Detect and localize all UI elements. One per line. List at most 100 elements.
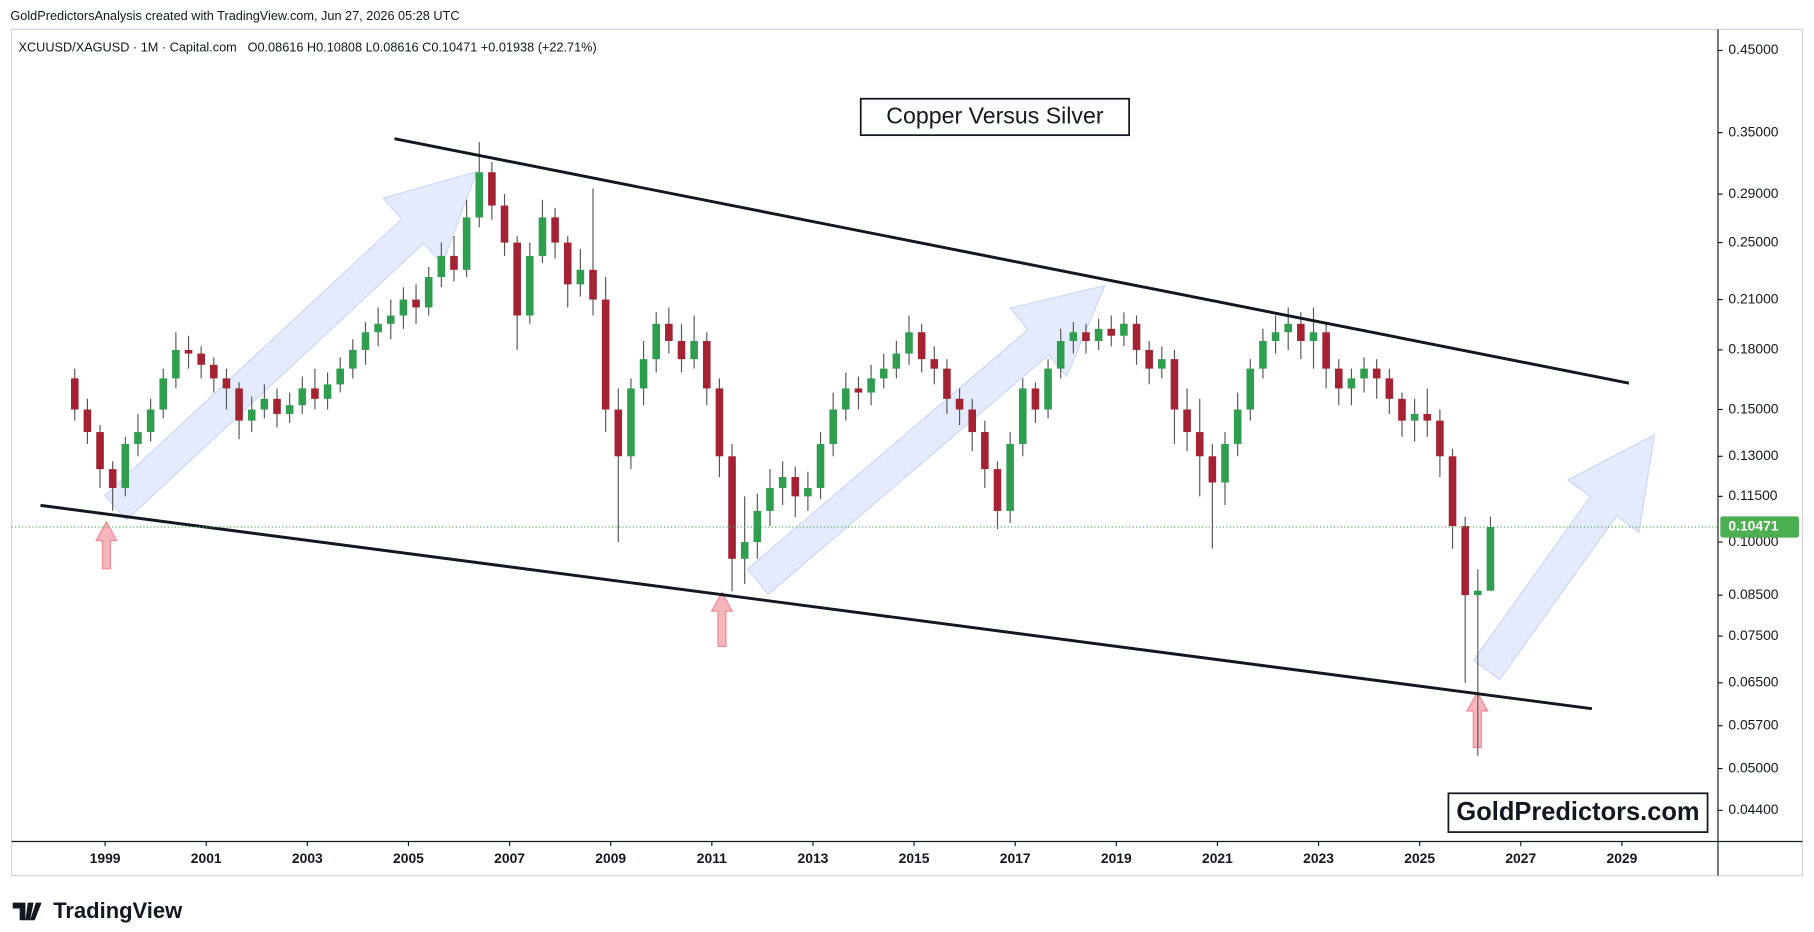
x-tick-label: 2021 — [1202, 850, 1233, 866]
upper-trend-line — [394, 137, 1630, 385]
x-tick-label: 2023 — [1303, 850, 1334, 866]
candle-body — [298, 388, 307, 406]
y-tick-label: 0.18000 — [1728, 341, 1778, 357]
candle-body — [879, 368, 888, 379]
trend-arrow — [1472, 433, 1656, 681]
candle-body — [1233, 409, 1242, 444]
candle-body — [677, 340, 686, 360]
candle-body — [829, 409, 837, 444]
candle-body — [1018, 388, 1027, 444]
candle-body — [159, 378, 168, 410]
candle-body — [336, 368, 345, 385]
candle-body — [424, 277, 433, 308]
candles — [70, 142, 1495, 756]
candle-body — [538, 217, 547, 256]
y-tick-label: 0.15000 — [1728, 400, 1778, 416]
candle-body — [361, 332, 370, 350]
symbol: XCUUSD/XAGUSD · 1M · Capital.com — [19, 40, 237, 55]
candle-body — [1031, 388, 1040, 410]
candle-body — [235, 388, 243, 421]
candle-body — [1448, 456, 1457, 527]
candle-body — [892, 353, 901, 369]
credit: GoldPredictorsAnalysis created with Trad… — [10, 8, 459, 23]
candle-body — [1170, 359, 1179, 410]
x-tick-label: 2025 — [1404, 850, 1435, 866]
ohlc: O0.08616 H0.10808 L0.08616 C0.10471 +0.0… — [248, 40, 597, 55]
candle-body — [1107, 328, 1116, 336]
y-tick-label: 0.06500 — [1728, 673, 1778, 689]
candle-body — [563, 242, 572, 285]
candle-body — [1284, 323, 1293, 333]
y-tick-label: 0.21000 — [1728, 290, 1778, 306]
candle-body — [146, 409, 155, 433]
bottom-arrow — [95, 520, 118, 570]
candle-body — [551, 217, 559, 243]
candle-body — [690, 340, 698, 360]
candle-body — [1461, 526, 1469, 596]
candle-body — [1322, 332, 1330, 369]
candle-body — [399, 299, 408, 316]
candle-body — [1246, 368, 1255, 410]
candle-body — [311, 388, 319, 399]
frame — [10, 28, 1804, 877]
candle-body — [981, 432, 989, 470]
candle-body — [260, 398, 269, 410]
y-tick-label: 0.05000 — [1728, 759, 1778, 775]
last-price-label: 0.10471 — [1728, 518, 1778, 534]
trend-arrow — [746, 284, 1106, 596]
logo-icon — [12, 902, 42, 921]
candle-body — [715, 388, 724, 457]
candle-body — [475, 172, 484, 218]
x-tick-label: 2017 — [1000, 850, 1031, 866]
candle-body — [968, 409, 977, 433]
x-tick-label: 2001 — [191, 850, 222, 866]
candle-body — [1436, 420, 1444, 457]
candle-body — [1410, 413, 1419, 421]
y-tick-label: 0.04400 — [1728, 801, 1778, 817]
candle-body — [108, 469, 117, 488]
candle-body — [1372, 368, 1381, 379]
candle-body — [349, 349, 357, 369]
candle-body — [627, 388, 635, 457]
y-tick-label: 0.13000 — [1728, 447, 1778, 463]
candle-body — [1208, 456, 1217, 483]
candle-body — [930, 359, 939, 369]
candle-body — [1056, 340, 1065, 369]
candle-body — [791, 477, 800, 497]
candle-body — [462, 217, 471, 270]
x-tick-label: 2015 — [899, 850, 930, 866]
candle-body — [450, 255, 458, 270]
candle-body — [172, 349, 180, 379]
candle-body — [1221, 443, 1229, 483]
y-tick-label: 0.07500 — [1728, 627, 1778, 643]
candle-body — [197, 353, 205, 365]
candle-body — [842, 388, 850, 410]
candle-body — [943, 368, 951, 399]
y-tick-label: 0.11500 — [1728, 487, 1777, 503]
candle-body — [1082, 332, 1090, 341]
x-tick-label: 2009 — [595, 850, 626, 866]
candle-body — [1006, 443, 1014, 511]
candle-body — [1486, 526, 1495, 591]
candle-body — [816, 443, 825, 488]
candle-body — [1271, 332, 1280, 341]
x-tick-label: 2013 — [798, 850, 829, 866]
candle-body — [247, 409, 256, 421]
candle-body — [1297, 323, 1305, 341]
candle-body — [576, 269, 585, 285]
x-tick-label: 2027 — [1505, 850, 1536, 866]
bottom-arrow — [710, 591, 734, 647]
candle-body — [728, 456, 736, 559]
x-tick-label: 2011 — [697, 850, 727, 866]
y-tick-label: 0.35000 — [1728, 123, 1778, 139]
candle-body — [526, 255, 534, 316]
x-tick-label: 2019 — [1101, 850, 1132, 866]
candle-body — [1120, 323, 1128, 336]
logo-text: TradingView — [53, 898, 183, 923]
candle-body — [323, 384, 332, 399]
candle-body — [1145, 349, 1153, 369]
x-tick-label: 2029 — [1606, 850, 1637, 866]
candle-body — [222, 378, 231, 389]
